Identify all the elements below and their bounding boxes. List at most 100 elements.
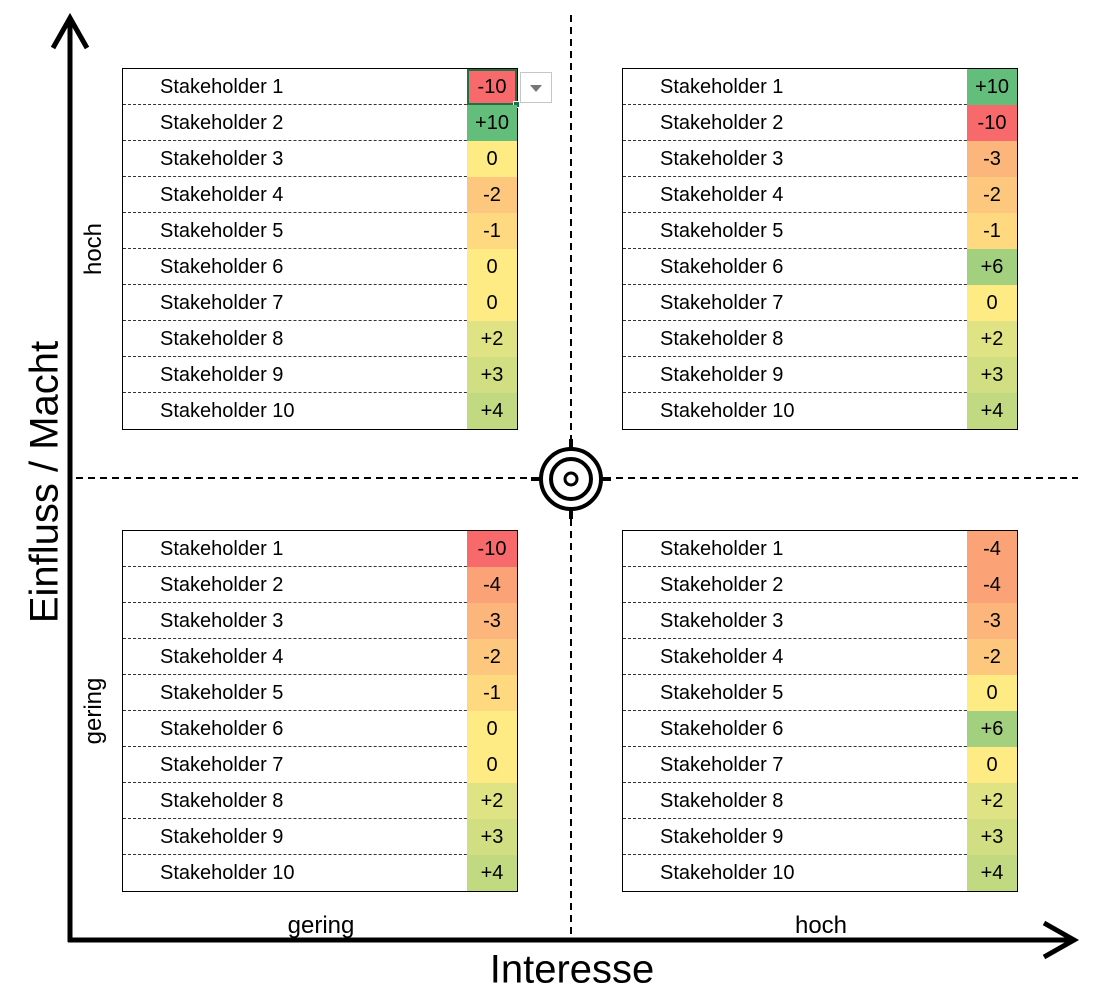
stakeholder-name-cell[interactable]: Stakeholder 4 <box>160 184 284 206</box>
stakeholder-name-cell[interactable]: Stakeholder 2 <box>660 112 784 134</box>
score-cell[interactable]: -3 <box>967 603 1017 639</box>
stakeholder-name-cell[interactable]: Stakeholder 10 <box>660 862 795 884</box>
score-cell[interactable]: +3 <box>967 357 1017 393</box>
stakeholder-name-cell[interactable]: Stakeholder 9 <box>660 364 784 386</box>
quadrant-high-influence-high-interest: Stakeholder 1 +10 Stakeholder 2 -10 Stakehol… <box>622 68 1018 430</box>
score-cell[interactable]: +3 <box>467 819 517 855</box>
stakeholder-name-cell[interactable]: Stakeholder 6 <box>160 718 284 740</box>
score-cell[interactable]: -4 <box>967 531 1017 567</box>
stakeholder-name-cell[interactable]: Stakeholder 8 <box>160 328 284 350</box>
stakeholder-name-cell[interactable]: Stakeholder 10 <box>160 400 295 422</box>
stakeholder-name-cell[interactable]: Stakeholder 8 <box>660 328 784 350</box>
stakeholder-name-cell[interactable]: Stakeholder 5 <box>660 682 784 704</box>
score-cell[interactable]: +4 <box>967 393 1017 429</box>
score-cell[interactable]: 0 <box>467 141 517 177</box>
stakeholder-name-cell[interactable]: Stakeholder 6 <box>660 256 784 278</box>
score-cell[interactable]: -10 <box>467 531 517 567</box>
score-cell[interactable]: +6 <box>967 711 1017 747</box>
table-row: Stakeholder 1 -4 <box>623 531 1017 567</box>
stakeholder-name-cell[interactable]: Stakeholder 9 <box>660 826 784 848</box>
stakeholder-name-cell[interactable]: Stakeholder 9 <box>160 364 284 386</box>
cell-dropdown-button[interactable] <box>520 72 552 103</box>
score-cell[interactable]: 0 <box>967 675 1017 711</box>
stakeholder-name-cell[interactable]: Stakeholder 2 <box>160 112 284 134</box>
score-cell[interactable]: -2 <box>467 177 517 213</box>
table-row: Stakeholder 4 -2 <box>123 639 517 675</box>
x-label-high: hoch <box>794 912 848 939</box>
stakeholder-name-cell[interactable]: Stakeholder 10 <box>160 862 295 884</box>
stakeholder-name-cell[interactable]: Stakeholder 2 <box>660 574 784 596</box>
stakeholder-name-cell[interactable]: Stakeholder 7 <box>160 754 284 776</box>
stakeholder-name-cell[interactable]: Stakeholder 7 <box>160 292 284 314</box>
score-cell[interactable]: +10 <box>967 69 1017 105</box>
table-row: Stakeholder 5 0 <box>623 675 1017 711</box>
score-cell[interactable]: -4 <box>467 567 517 603</box>
table-row: Stakeholder 9 +3 <box>123 357 517 393</box>
table-row: Stakeholder 5 -1 <box>123 675 517 711</box>
stakeholder-name-cell[interactable]: Stakeholder 4 <box>160 646 284 668</box>
score-cell[interactable]: 0 <box>967 285 1017 321</box>
score-cell[interactable]: -1 <box>467 213 517 249</box>
stakeholder-name-cell[interactable]: Stakeholder 3 <box>660 610 784 632</box>
table-row: Stakeholder 10 +4 <box>623 855 1017 891</box>
stakeholder-name-cell[interactable]: Stakeholder 9 <box>160 826 284 848</box>
score-cell[interactable]: 0 <box>467 747 517 783</box>
score-cell[interactable]: +4 <box>467 393 517 429</box>
table-row: Stakeholder 3 -3 <box>623 141 1017 177</box>
quadrant-low-influence-low-interest: Stakeholder 1 -10 Stakeholder 2 -4 Stakehold… <box>122 530 518 892</box>
score-cell[interactable]: +2 <box>467 783 517 819</box>
table-row: Stakeholder 7 0 <box>123 285 517 321</box>
stakeholder-name-cell[interactable]: Stakeholder 5 <box>160 220 284 242</box>
table-row: Stakeholder 9 +3 <box>123 819 517 855</box>
score-cell[interactable]: +2 <box>467 321 517 357</box>
chevron-down-icon[interactable] <box>530 85 542 92</box>
score-cell[interactable]: +6 <box>967 249 1017 285</box>
score-cell[interactable]: 0 <box>467 711 517 747</box>
score-cell[interactable]: +4 <box>967 855 1017 891</box>
stakeholder-name-cell[interactable]: Stakeholder 5 <box>660 220 784 242</box>
stakeholder-name-cell[interactable]: Stakeholder 2 <box>160 574 284 596</box>
stakeholder-name-cell[interactable]: Stakeholder 1 <box>660 538 784 560</box>
stakeholder-name-cell[interactable]: Stakeholder 3 <box>160 610 284 632</box>
score-cell[interactable]: -10 <box>967 105 1017 141</box>
table-row: Stakeholder 8 +2 <box>623 783 1017 819</box>
score-cell[interactable]: -3 <box>967 141 1017 177</box>
score-cell[interactable]: +3 <box>967 819 1017 855</box>
score-cell[interactable]: +4 <box>467 855 517 891</box>
score-cell[interactable]: 0 <box>967 747 1017 783</box>
stakeholder-name-cell[interactable]: Stakeholder 3 <box>160 148 284 170</box>
score-cell[interactable]: +2 <box>967 783 1017 819</box>
score-cell[interactable]: +3 <box>467 357 517 393</box>
score-cell[interactable]: -1 <box>467 675 517 711</box>
score-cell[interactable]: -2 <box>967 177 1017 213</box>
score-cell[interactable]: -3 <box>467 603 517 639</box>
stakeholder-name-cell[interactable]: Stakeholder 6 <box>160 256 284 278</box>
score-cell[interactable]: -2 <box>967 639 1017 675</box>
score-cell[interactable]: -1 <box>967 213 1017 249</box>
stakeholder-name-cell[interactable]: Stakeholder 10 <box>660 400 795 422</box>
stakeholder-name-cell[interactable]: Stakeholder 1 <box>160 538 284 560</box>
table-row: Stakeholder 10 +4 <box>623 393 1017 429</box>
score-cell[interactable]: +10 <box>467 105 517 141</box>
stakeholder-name-cell[interactable]: Stakeholder 7 <box>660 292 784 314</box>
score-cell[interactable]: +2 <box>967 321 1017 357</box>
stakeholder-name-cell[interactable]: Stakeholder 1 <box>160 76 284 98</box>
table-row: Stakeholder 6 +6 <box>623 711 1017 747</box>
stakeholder-name-cell[interactable]: Stakeholder 5 <box>160 682 284 704</box>
score-cell[interactable]: -4 <box>967 567 1017 603</box>
stakeholder-name-cell[interactable]: Stakeholder 7 <box>660 754 784 776</box>
score-cell[interactable]: -2 <box>467 639 517 675</box>
stakeholder-name-cell[interactable]: Stakeholder 6 <box>660 718 784 740</box>
table-row: Stakeholder 4 -2 <box>123 177 517 213</box>
score-cell[interactable]: 0 <box>467 285 517 321</box>
selected-score-cell[interactable]: -10 <box>467 69 520 108</box>
stakeholder-name-cell[interactable]: Stakeholder 3 <box>660 148 784 170</box>
score-cell[interactable]: 0 <box>467 249 517 285</box>
y-label-high: hoch <box>80 222 107 276</box>
x-label-low: gering <box>287 912 355 939</box>
stakeholder-name-cell[interactable]: Stakeholder 8 <box>660 790 784 812</box>
stakeholder-name-cell[interactable]: Stakeholder 4 <box>660 646 784 668</box>
stakeholder-name-cell[interactable]: Stakeholder 4 <box>660 184 784 206</box>
stakeholder-name-cell[interactable]: Stakeholder 1 <box>660 76 784 98</box>
stakeholder-name-cell[interactable]: Stakeholder 8 <box>160 790 284 812</box>
